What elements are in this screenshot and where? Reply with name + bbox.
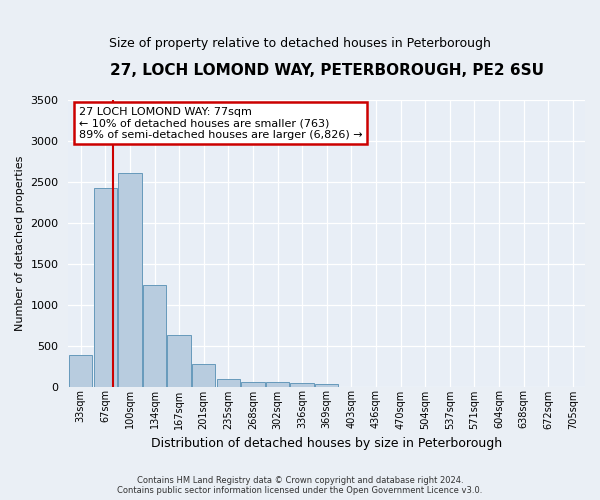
- Title: 27, LOCH LOMOND WAY, PETERBOROUGH, PE2 6SU: 27, LOCH LOMOND WAY, PETERBOROUGH, PE2 6…: [110, 62, 544, 78]
- Bar: [217, 379, 240, 386]
- Bar: [118, 174, 142, 386]
- Y-axis label: Number of detached properties: Number of detached properties: [15, 156, 25, 330]
- Bar: [167, 335, 191, 386]
- Text: 27 LOCH LOMOND WAY: 77sqm
← 10% of detached houses are smaller (763)
89% of semi: 27 LOCH LOMOND WAY: 77sqm ← 10% of detac…: [79, 106, 362, 140]
- X-axis label: Distribution of detached houses by size in Peterborough: Distribution of detached houses by size …: [151, 437, 502, 450]
- Text: Size of property relative to detached houses in Peterborough: Size of property relative to detached ho…: [109, 38, 491, 51]
- Bar: [241, 382, 265, 386]
- Bar: [290, 383, 314, 386]
- Bar: [94, 188, 117, 386]
- Bar: [266, 382, 289, 386]
- Bar: [315, 384, 338, 386]
- Text: Contains HM Land Registry data © Crown copyright and database right 2024.
Contai: Contains HM Land Registry data © Crown c…: [118, 476, 482, 495]
- Bar: [143, 285, 166, 386]
- Bar: [192, 364, 215, 386]
- Bar: [69, 354, 92, 386]
